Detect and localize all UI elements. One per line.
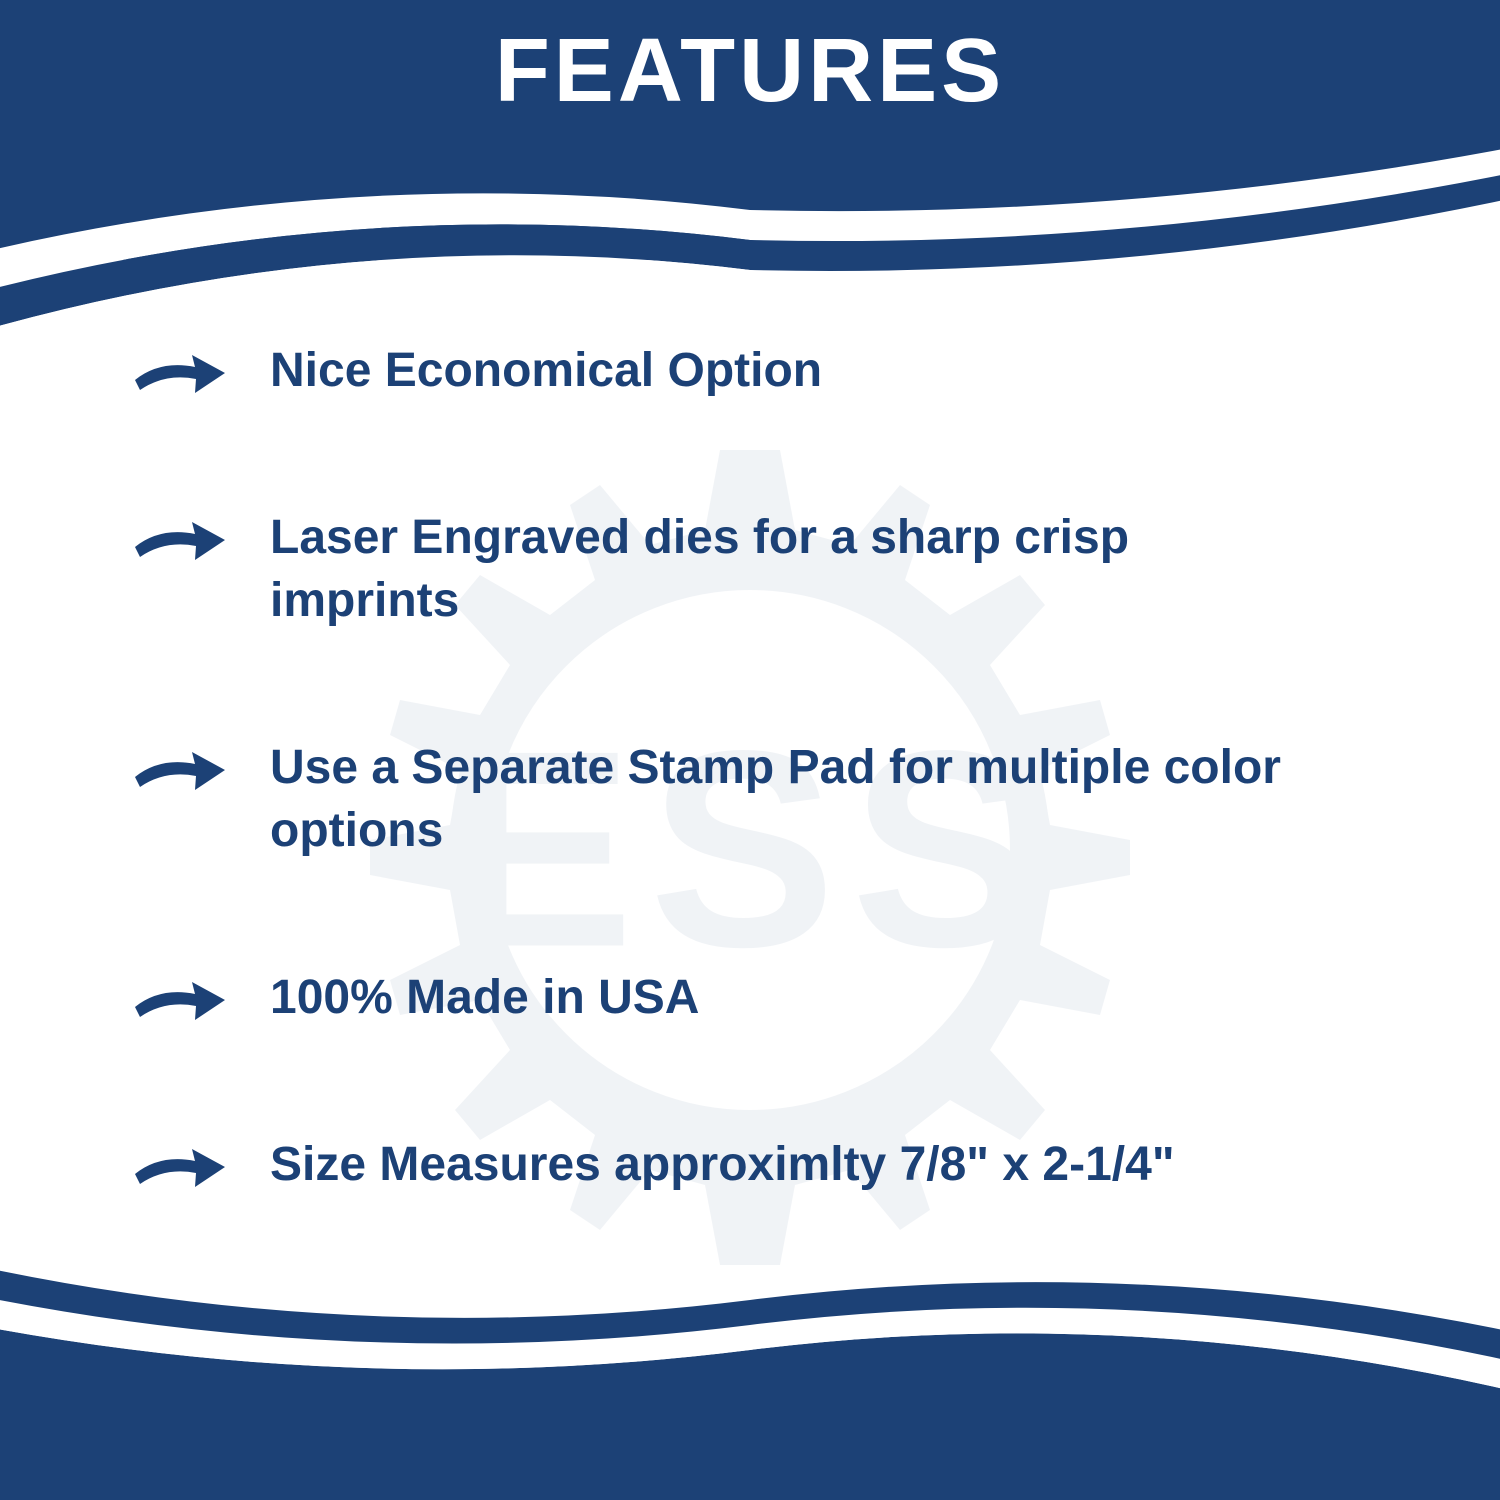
arrow-icon	[130, 742, 230, 797]
feature-text: Size Measures approximlty 7/8" x 2-1/4"	[270, 1134, 1175, 1196]
feature-text: Laser Engraved dies for a sharp crisp im…	[270, 507, 1320, 632]
feature-item: Size Measures approximlty 7/8" x 2-1/4"	[130, 1134, 1370, 1196]
arrow-icon	[130, 1139, 230, 1194]
feature-item: Laser Engraved dies for a sharp crisp im…	[130, 507, 1370, 632]
arrow-icon	[130, 345, 230, 400]
feature-item: Nice Economical Option	[130, 340, 1370, 402]
page-title: FEATURES	[0, 20, 1500, 123]
feature-text: Nice Economical Option	[270, 340, 822, 402]
feature-text: 100% Made in USA	[270, 967, 699, 1029]
feature-text: Use a Separate Stamp Pad for multiple co…	[270, 737, 1320, 862]
arrow-icon	[130, 972, 230, 1027]
feature-item: Use a Separate Stamp Pad for multiple co…	[130, 737, 1370, 862]
feature-item: 100% Made in USA	[130, 967, 1370, 1029]
features-list: Nice Economical Option Laser Engraved di…	[130, 340, 1370, 1302]
arrow-icon	[130, 512, 230, 567]
